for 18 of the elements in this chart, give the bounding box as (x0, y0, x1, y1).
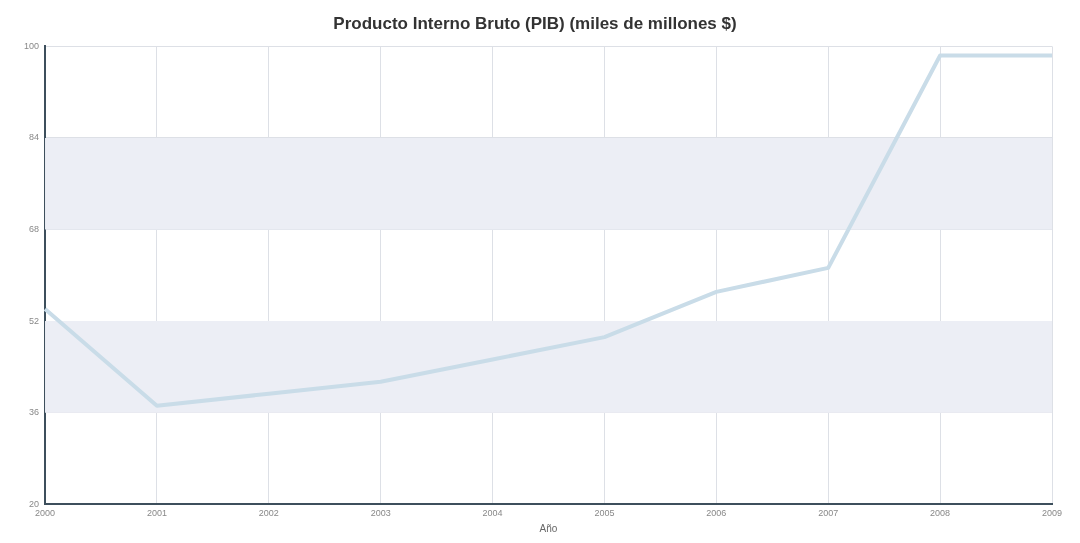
x-tick-label: 2003 (370, 508, 391, 519)
chart-title: Producto Interno Bruto (PIB) (miles de millones $) (333, 13, 737, 33)
x-tick-label: 2006 (706, 508, 727, 519)
x-tick-label: 2007 (818, 508, 839, 519)
x-tick-label: 2000 (35, 508, 56, 519)
x-tick-label: 2005 (594, 508, 615, 519)
x-axis-title: Año (539, 522, 558, 534)
x-tick-label: 2009 (1041, 508, 1063, 519)
x-tick-label: 2002 (258, 508, 279, 519)
x-tick-label: 2008 (930, 508, 951, 519)
y-tick-label: 36 (29, 407, 40, 418)
y-tick-label: 84 (29, 132, 40, 143)
y-tick-label: 68 (29, 224, 40, 234)
y-tick-label: 52 (29, 315, 40, 326)
y-tick-label: 100 (23, 40, 40, 51)
y-tick-label: 20 (29, 498, 40, 509)
x-tick-label: 2004 (482, 508, 503, 519)
x-tick-label: 2001 (146, 508, 167, 519)
